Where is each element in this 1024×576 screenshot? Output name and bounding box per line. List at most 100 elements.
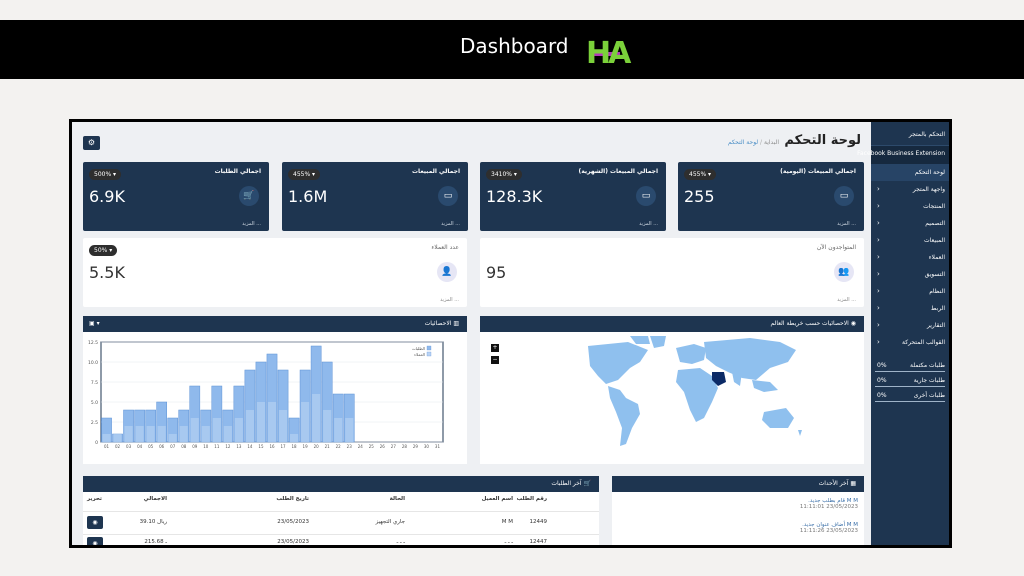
card-value: 128.3K	[486, 187, 543, 206]
screenshot-frame: التحكم بالمتجر Facebook Business Extensi…	[69, 119, 952, 548]
more-link[interactable]: المزيد ...	[242, 221, 261, 227]
x-tick-label: 31	[435, 444, 441, 449]
card-label: اجمالي الطلبات	[214, 168, 261, 175]
sidebar-stat-label: طلبات أخرى	[913, 392, 945, 399]
card-online-now[interactable]: المتواجدون الآن 95 👥 المزيد ...	[480, 238, 864, 307]
x-tick-label: 01	[104, 444, 110, 449]
bar-customers	[256, 402, 266, 442]
chevron-icon: ‹	[877, 219, 880, 227]
chevron-icon: ‹	[877, 321, 880, 329]
sidebar-item[interactable]: التقارير ‹	[871, 317, 949, 334]
percent-badge[interactable]: 455% ▾	[288, 169, 321, 180]
view-order-button[interactable]: ◉	[87, 537, 103, 545]
card-monthly-sales[interactable]: اجمالي المبيعات (الشهرية) 3410% ▾ 128.3K…	[480, 162, 666, 231]
order-id: 12449	[529, 519, 548, 525]
sidebar-item[interactable]: القوالب المتحركة ‹	[871, 334, 949, 351]
table-row[interactable]: 12447 ـ ـ ـ ـ ـ ـ 23/05/2023 215.68 ـ ◉	[83, 534, 599, 545]
y-tick-label: 12.5	[88, 340, 98, 346]
calendar-icon: ▦	[848, 480, 856, 487]
zoom-in-button[interactable]: +	[491, 344, 499, 352]
table-row[interactable]: 12449 M M جاري التجهيز 23/05/2023 39.10 …	[83, 511, 599, 534]
col-date[interactable]: تاريخ الطلب	[276, 496, 309, 502]
events-panel-title: آخر الأحداث	[818, 480, 849, 487]
percent-badge[interactable]: 50% ▾	[89, 245, 118, 256]
card-value: 5.5K	[89, 263, 125, 282]
stats-panel-header: ▥ الاحصائيات ▾ ▣	[83, 316, 467, 332]
sidebar-item-label: واجهة المتجر	[912, 186, 945, 193]
bar-customers	[201, 426, 210, 442]
sidebar-stat-percent: 0%	[877, 377, 887, 384]
more-link[interactable]: المزيد ...	[440, 297, 459, 303]
x-tick-label: 16	[269, 444, 275, 449]
card-customers[interactable]: عدد العملاء 50% ▾ 5.5K 👤 المزيد ...	[83, 238, 467, 307]
x-tick-label: 10	[203, 444, 209, 449]
order-status: ـ ـ ـ	[396, 539, 405, 545]
event-item[interactable]: M M أضاف عنوان جديد. 23/05/2023 11:11:26	[800, 522, 858, 534]
col-order-id[interactable]: رقم الطلب	[516, 496, 547, 502]
sidebar-item[interactable]: التسويق ‹	[871, 266, 949, 283]
zoom-out-button[interactable]: −	[491, 356, 499, 364]
sidebar-item[interactable]: لوحة التحكم	[871, 164, 949, 181]
col-customer[interactable]: اسم العميل	[481, 496, 513, 502]
stats-bar-chart: 0 2.5 5.0 7.5 10.0 12.5 01 02 03 04 05 06 07 08 09 10 11…	[88, 340, 444, 449]
percent-badge[interactable]: 500% ▾	[89, 169, 122, 180]
x-tick-label: 05	[148, 444, 154, 449]
world-map[interactable]	[480, 332, 864, 464]
bar-customers	[179, 426, 188, 442]
col-edit[interactable]: تحرير	[87, 496, 102, 502]
sidebar-item[interactable]: المبيعات ‹	[871, 232, 949, 249]
chevron-icon: ‹	[877, 287, 880, 295]
sidebar-item[interactable]: واجهة المتجر ‹	[871, 181, 949, 198]
more-link[interactable]: المزيد ...	[639, 221, 658, 227]
bar-customers	[278, 410, 288, 442]
x-tick-label: 27	[391, 444, 397, 449]
col-status[interactable]: الحالة	[389, 496, 405, 502]
card-label: عدد العملاء	[431, 244, 459, 251]
card-total-sales[interactable]: اجمالي المبيعات 455% ▾ 1.6M ▭ المزيد ...	[282, 162, 468, 231]
x-tick-label: 21	[325, 444, 331, 449]
more-link[interactable]: المزيد ...	[441, 221, 460, 227]
orders-table-header: رقم الطلب اسم العميل الحالة تاريخ الطلب …	[83, 496, 599, 508]
bar-customers	[168, 434, 177, 442]
col-total[interactable]: الاجمالي	[143, 496, 167, 502]
more-link[interactable]: المزيد ...	[837, 297, 856, 303]
y-tick-label: 10.0	[88, 360, 98, 366]
card-daily-sales[interactable]: اجمالي المبيعات (اليومية) 455% ▾ 255 ▭ ا…	[678, 162, 864, 231]
sidebar-item[interactable]: النظام ‹	[871, 283, 949, 300]
event-item[interactable]: M M قام بطلب جديد. 23/05/2023 11:11:01	[800, 498, 858, 510]
breadcrumb-home[interactable]: البداية	[763, 139, 779, 146]
sidebar: التحكم بالمتجر Facebook Business Extensi…	[857, 122, 949, 545]
sidebar-item[interactable]: التصميم ‹	[871, 215, 949, 232]
settings-button[interactable]: ⚙	[83, 136, 100, 150]
more-link[interactable]: المزيد ...	[837, 221, 856, 227]
sidebar-item[interactable]: العملاء ‹	[871, 249, 949, 266]
view-order-button[interactable]: ◉	[87, 516, 103, 529]
bar-customers	[301, 402, 310, 442]
sidebar-item-facebook[interactable]: Facebook Business Extension	[857, 146, 949, 164]
sidebar-stat-percent: 0%	[877, 362, 887, 369]
x-tick-label: 18	[292, 444, 298, 449]
y-tick-label: 5.0	[91, 400, 98, 406]
cart-icon: 🛒	[239, 186, 259, 206]
sidebar-item[interactable]: الربط ‹	[871, 300, 949, 317]
events-panel: ▦ آخر الأحداث M M قام بطلب جديد. 23/05/2…	[612, 476, 864, 545]
sidebar-item[interactable]: المنتجات ‹	[871, 198, 949, 215]
card-total-orders[interactable]: اجمالي الطلبات 500% ▾ 6.9K 🛒 المزيد ...	[83, 162, 269, 231]
customer-name: ـ ـ ـ	[504, 539, 513, 545]
percent-badge[interactable]: 455% ▾	[684, 169, 717, 180]
orders-panel-title: آخر الطلبات	[551, 480, 582, 487]
ha-logo: HA	[586, 36, 638, 72]
x-tick-label: 25	[369, 444, 375, 449]
x-tick-label: 24	[358, 444, 364, 449]
slide-title: Dashboard	[460, 34, 569, 58]
card-value: 95	[486, 263, 507, 282]
panel-menu-icon[interactable]: ▾ ▣	[89, 320, 100, 327]
credit-card-icon: ▭	[834, 186, 854, 206]
bar-customers	[345, 418, 354, 442]
percent-badge[interactable]: 3410% ▾	[486, 169, 522, 180]
x-tick-label: 30	[424, 444, 430, 449]
chevron-icon: ‹	[877, 338, 880, 346]
breadcrumb-current[interactable]: لوحة التحكم	[727, 139, 759, 146]
sidebar-item-label: المنتجات	[923, 203, 945, 210]
bar-customers	[323, 410, 332, 442]
